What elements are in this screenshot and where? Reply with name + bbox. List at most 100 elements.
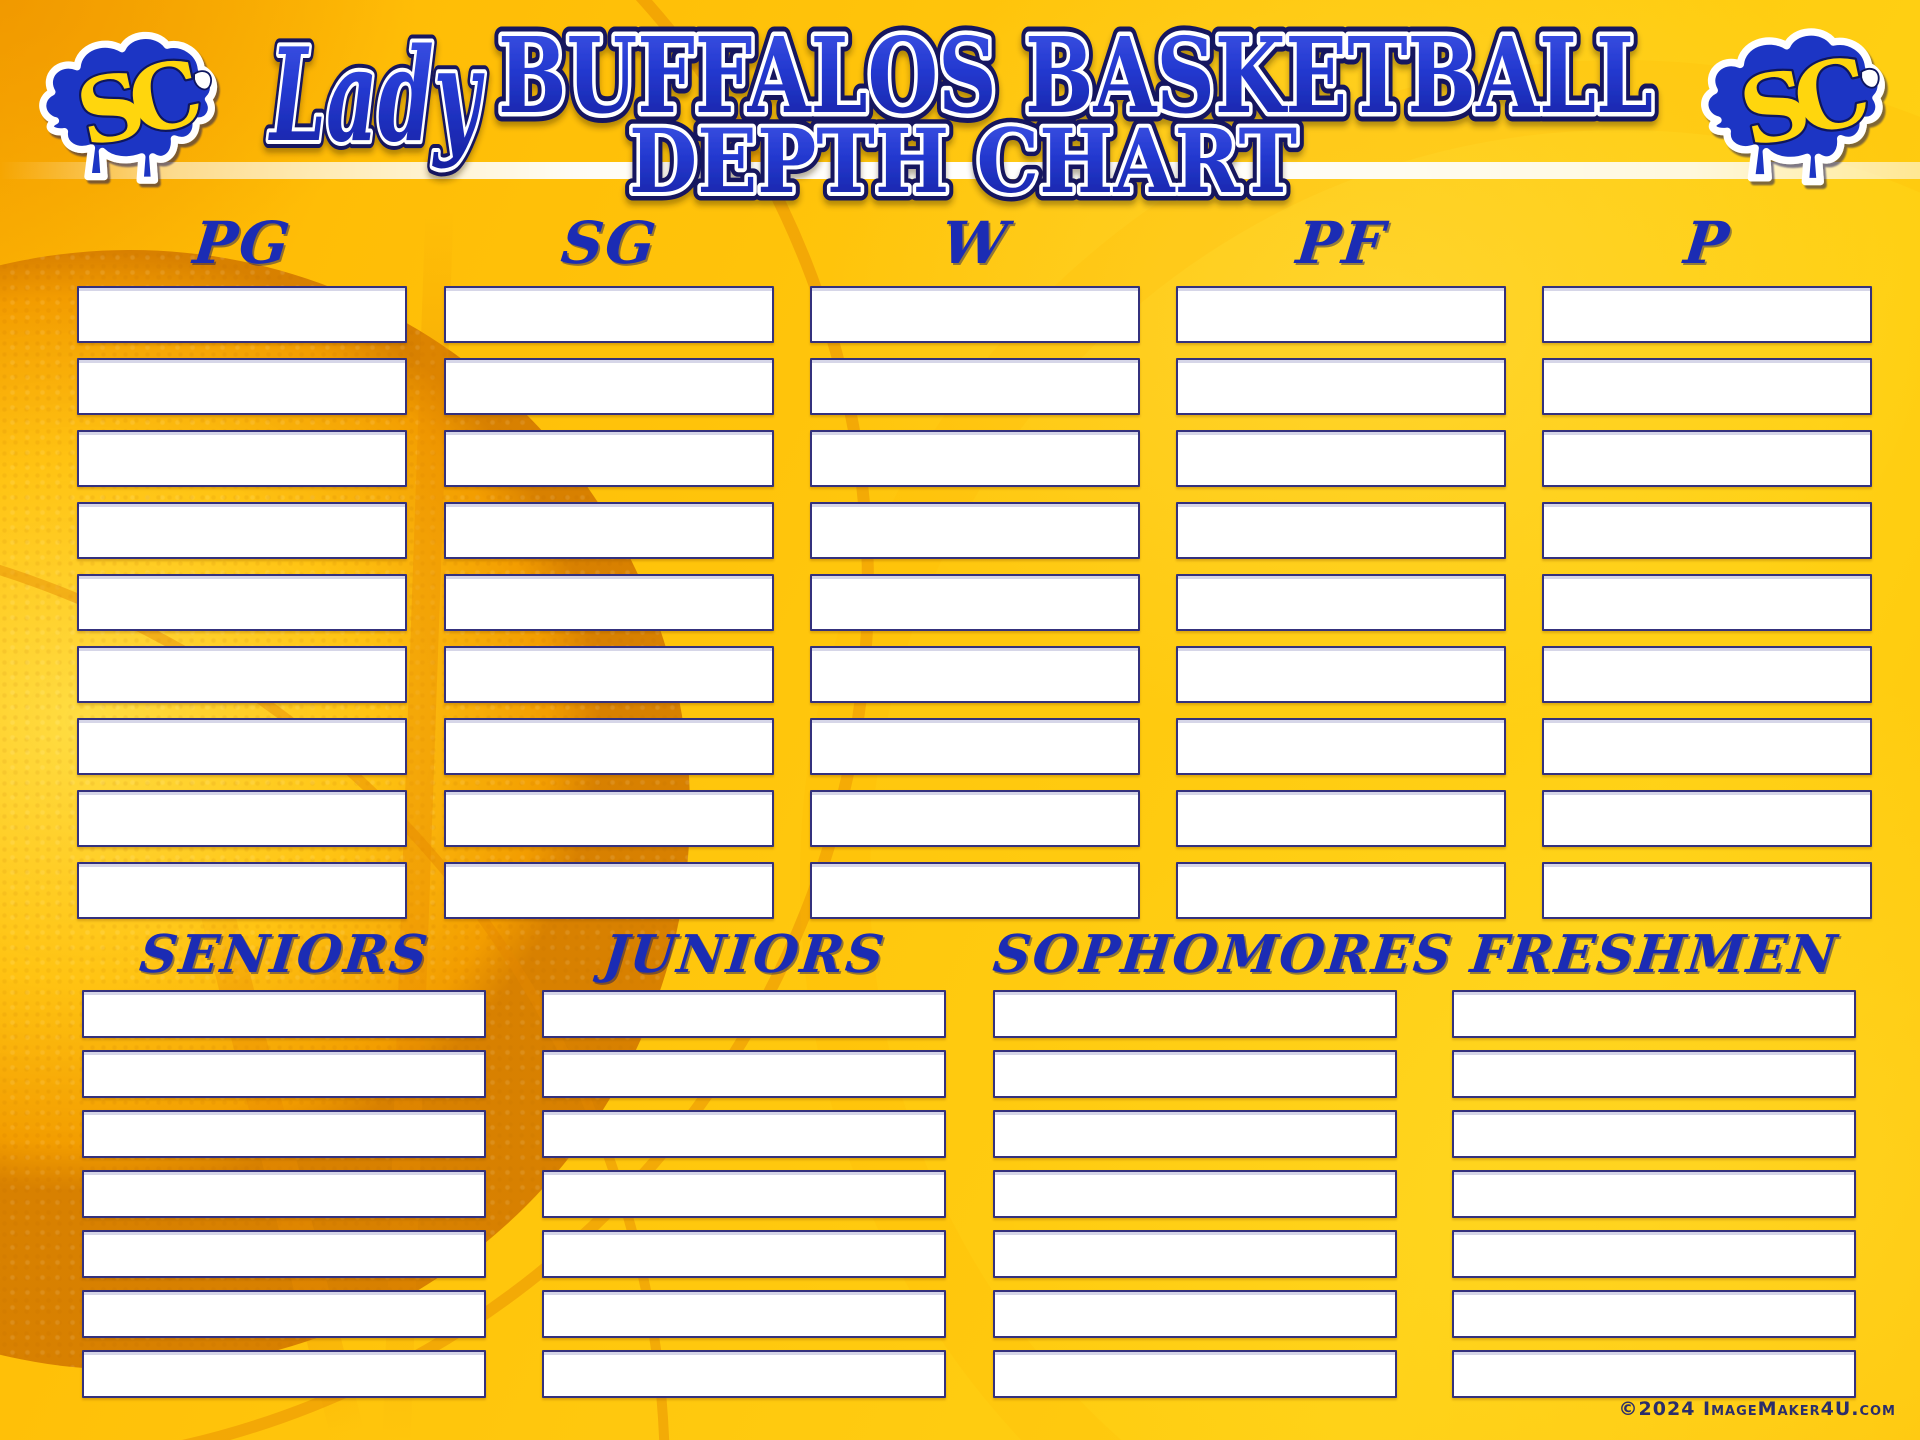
depth-slot[interactable] [542, 990, 946, 1038]
depth-slot[interactable] [542, 1050, 946, 1098]
classes-column-freshmen: FRESHMEN [1452, 924, 1856, 1410]
depth-slot[interactable] [810, 358, 1140, 415]
depth-slot[interactable] [810, 286, 1140, 343]
depth-slot[interactable] [444, 790, 774, 847]
depth-slot[interactable] [82, 1230, 486, 1278]
buffalo-logo-right [1688, 16, 1906, 202]
column-header: JUNIORS [600, 924, 889, 985]
depth-slot[interactable] [77, 286, 407, 343]
depth-slot[interactable] [1452, 1170, 1856, 1218]
depth-slot[interactable] [1176, 790, 1506, 847]
depth-slot[interactable] [77, 718, 407, 775]
depth-slot[interactable] [993, 1110, 1397, 1158]
column-header: P [1681, 209, 1734, 277]
depth-slot[interactable] [810, 430, 1140, 487]
depth-slot[interactable] [810, 790, 1140, 847]
depth-slot[interactable] [1542, 358, 1872, 415]
depth-slot[interactable] [1176, 646, 1506, 703]
title-script: Lady [268, 21, 485, 171]
depth-slot[interactable] [1176, 862, 1506, 919]
depth-slot[interactable] [77, 358, 407, 415]
copyright-credit: ©2024 ImageMaker4U.com [1618, 1398, 1896, 1420]
depth-slot[interactable] [1176, 718, 1506, 775]
depth-slot[interactable] [444, 358, 774, 415]
title-line1: BUFFALOS BASKETBALL [498, 14, 1653, 137]
title-script-outline: Lady [268, 21, 485, 171]
depth-slot[interactable] [82, 990, 486, 1038]
depth-slot[interactable] [542, 1230, 946, 1278]
depth-slot[interactable] [77, 862, 407, 919]
depth-slot[interactable] [1452, 1350, 1856, 1398]
depth-slot[interactable] [77, 430, 407, 487]
depth-slot[interactable] [1452, 1290, 1856, 1338]
depth-slot[interactable] [810, 646, 1140, 703]
depth-slot[interactable] [542, 1290, 946, 1338]
depth-slot[interactable] [542, 1170, 946, 1218]
depth-slot[interactable] [444, 502, 774, 559]
positions-column-sg: SG [444, 208, 774, 934]
depth-slot[interactable] [1542, 430, 1872, 487]
depth-slot[interactable] [993, 1350, 1397, 1398]
positions-column-w: W [810, 208, 1140, 934]
depth-slot[interactable] [542, 1350, 946, 1398]
column-header: PF [1293, 209, 1390, 277]
depth-slot[interactable] [993, 990, 1397, 1038]
depth-slot[interactable] [82, 1350, 486, 1398]
depth-slot[interactable] [810, 574, 1140, 631]
depth-slot[interactable] [444, 430, 774, 487]
depth-slot[interactable] [1176, 286, 1506, 343]
depth-slot[interactable] [1176, 502, 1506, 559]
positions-column-pg: PG [77, 208, 407, 934]
column-header: SOPHOMORES [990, 924, 1457, 985]
classes-column-sophomores: SOPHOMORES [990, 924, 1456, 1410]
depth-slot[interactable] [82, 1110, 486, 1158]
depth-slot[interactable] [1452, 1110, 1856, 1158]
depth-slot[interactable] [82, 1170, 486, 1218]
depth-slot[interactable] [1176, 430, 1506, 487]
depth-slot[interactable] [1452, 1050, 1856, 1098]
column-header: FRESHMEN [1467, 924, 1842, 985]
depth-slot[interactable] [82, 1290, 486, 1338]
depth-slot[interactable] [77, 646, 407, 703]
depth-slot[interactable] [993, 1050, 1397, 1098]
depth-slot[interactable] [993, 1290, 1397, 1338]
depth-slot[interactable] [810, 502, 1140, 559]
depth-slot[interactable] [810, 862, 1140, 919]
depth-slot[interactable] [444, 286, 774, 343]
depth-slot[interactable] [77, 502, 407, 559]
title-line2-outline: DEPTH CHART [629, 109, 1297, 213]
depth-slot[interactable] [993, 1170, 1397, 1218]
depth-slot[interactable] [1176, 574, 1506, 631]
column-header: W [938, 209, 1013, 277]
classes-column-seniors: SENIORS [82, 924, 486, 1410]
depth-slot[interactable] [993, 1230, 1397, 1278]
depth-slot[interactable] [1542, 790, 1872, 847]
depth-slot[interactable] [1452, 990, 1856, 1038]
depth-slot[interactable] [1176, 358, 1506, 415]
depth-slot[interactable] [444, 718, 774, 775]
column-header: SENIORS [136, 924, 433, 985]
depth-slot[interactable] [1542, 502, 1872, 559]
depth-slot[interactable] [444, 862, 774, 919]
column-header: PG [190, 209, 295, 277]
page-title: Lady Lady BUFFALOS BASKETBALL BUFFALOS B… [260, 5, 1662, 215]
depth-slot[interactable] [1542, 718, 1872, 775]
depth-slot[interactable] [1452, 1230, 1856, 1278]
depth-slot[interactable] [1542, 574, 1872, 631]
column-header: SG [558, 209, 661, 277]
depth-slot[interactable] [810, 718, 1140, 775]
title-white-stripe [0, 162, 1920, 179]
title-line2: DEPTH CHART [629, 109, 1297, 213]
depth-slot[interactable] [77, 574, 407, 631]
buffalo-logo-left [28, 20, 236, 200]
depth-slot[interactable] [1542, 862, 1872, 919]
classes-column-juniors: JUNIORS [542, 924, 946, 1410]
depth-slot[interactable] [82, 1050, 486, 1098]
depth-slot[interactable] [542, 1110, 946, 1158]
depth-slot[interactable] [1542, 286, 1872, 343]
depth-slot[interactable] [77, 790, 407, 847]
depth-slot[interactable] [444, 646, 774, 703]
depth-slot[interactable] [444, 574, 774, 631]
depth-slot[interactable] [1542, 646, 1872, 703]
